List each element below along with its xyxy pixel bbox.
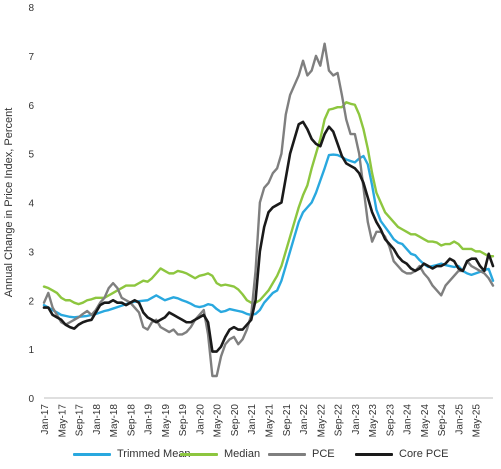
x-tick-label: Sep-19	[178, 404, 189, 437]
x-tick-label: Sep-17	[75, 404, 86, 437]
x-tick-label: Sep-24	[437, 404, 448, 437]
x-tick-label: Sep-22	[334, 404, 345, 437]
x-tick-label: Jan-17	[40, 404, 51, 435]
x-tick-label: Sep-18	[126, 404, 137, 437]
x-tick-label: Sep-23	[385, 404, 396, 437]
legend-item-pce: PCE	[268, 445, 335, 463]
y-tick-label: 8	[28, 3, 34, 14]
x-tick-label: May-23	[368, 404, 379, 438]
legend-item-core-pce: Core PCE	[355, 445, 449, 463]
x-tick-label: Jan-25	[454, 404, 465, 435]
legend-label-trimmed-mean: Trimmed Mean	[117, 448, 191, 460]
y-tick-label: 5	[28, 150, 34, 161]
x-tick-label: Sep-21	[282, 404, 293, 437]
legend-label-pce: PCE	[312, 448, 335, 460]
x-tick-label: May-22	[316, 404, 327, 438]
x-tick-label: Jan-18	[92, 404, 103, 435]
x-tick-label: Sep-20	[230, 404, 241, 437]
x-tick-label: May-21	[265, 404, 276, 438]
legend-swatch-core-pce	[355, 452, 393, 456]
legend-swatch-median	[180, 452, 218, 456]
y-tick-label: 2	[28, 296, 34, 307]
x-tick-label: Jan-21	[247, 404, 258, 435]
x-tick-label: May-18	[109, 404, 120, 438]
legend-label-core-pce: Core PCE	[399, 448, 449, 460]
x-tick-label: May-24	[420, 404, 431, 438]
y-tick-label: 7	[28, 52, 34, 63]
x-tick-labels: Jan-17 May-17 Sep-17 Jan-18 May-18 Sep-18 Jan-…	[40, 404, 483, 438]
y-tick-labels: 0 1 2 3 4 5 6 7 8	[28, 3, 34, 405]
y-axis-label: Annual Change in Price Index, Percent	[3, 108, 15, 298]
y-tick-label: 1	[28, 345, 34, 356]
series-line-trimmed-mean	[42, 153, 495, 319]
x-tick-label: May-20	[213, 404, 224, 438]
legend: Trimmed Mean Median PCE Core PCE	[0, 445, 501, 465]
x-tick-label: Jan-24	[403, 404, 414, 435]
y-tick-label: 4	[28, 199, 34, 210]
legend-swatch-pce	[268, 452, 306, 456]
x-tick-label: Jan-23	[351, 404, 362, 435]
y-tick-label: 0	[28, 394, 34, 405]
x-tick-label: May-17	[57, 404, 68, 438]
x-tick-label: Jan-22	[299, 404, 310, 435]
legend-item-median: Median	[180, 445, 260, 463]
x-tick-label: May-25	[472, 404, 483, 438]
y-tick-label: 3	[28, 247, 34, 258]
legend-swatch-trimmed-mean	[73, 452, 111, 456]
legend-label-median: Median	[224, 448, 261, 460]
series-line-pce	[42, 42, 495, 378]
x-tick-label: Jan-20	[195, 404, 206, 435]
series-lines	[42, 42, 495, 378]
series-line-core-pce	[42, 120, 495, 353]
y-tick-label: 6	[28, 101, 34, 112]
legend-item-trimmed-mean: Trimmed Mean	[73, 445, 191, 463]
x-tick-label: Jan-19	[144, 404, 155, 435]
x-tick-label: May-19	[161, 404, 172, 438]
